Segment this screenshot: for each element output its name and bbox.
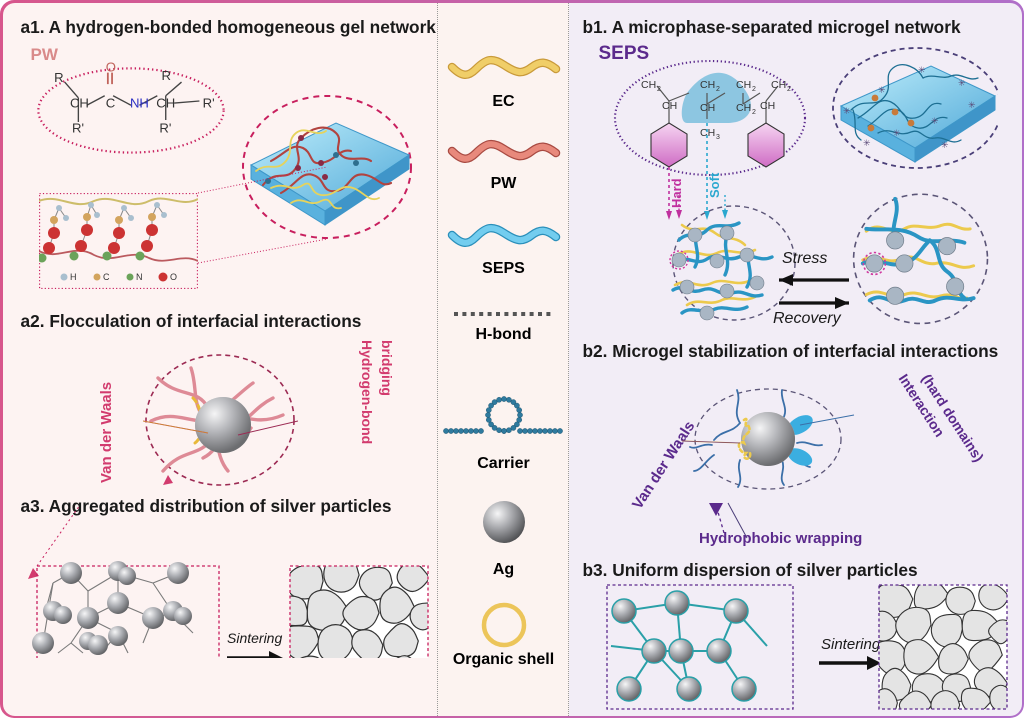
svg-text:Recovery: Recovery <box>773 310 842 327</box>
svg-text:2: 2 <box>752 86 756 93</box>
svg-text:2: 2 <box>716 86 720 93</box>
svg-text:✳: ✳ <box>958 78 966 88</box>
svg-text:CH: CH <box>700 79 715 91</box>
svg-text:✳: ✳ <box>843 106 851 116</box>
svg-text:Hydrophobic wrapping: Hydrophobic wrapping <box>699 530 862 547</box>
svg-text:Sintering: Sintering <box>821 636 881 653</box>
svg-text:✳: ✳ <box>918 65 926 75</box>
svg-text:CH: CH <box>760 100 775 112</box>
svg-text:✳: ✳ <box>941 140 949 150</box>
svg-text:✳: ✳ <box>893 128 901 138</box>
svg-text:CH: CH <box>662 100 677 112</box>
svg-text:CH: CH <box>736 79 751 91</box>
svg-text:Sintering: Sintering <box>227 630 282 646</box>
svg-text:CH: CH <box>641 79 656 91</box>
svg-text:2: 2 <box>787 86 791 93</box>
svg-text:CH: CH <box>771 79 786 91</box>
svg-text:2: 2 <box>657 86 661 93</box>
svg-text:2: 2 <box>752 109 756 116</box>
svg-text:Stress: Stress <box>782 250 827 267</box>
svg-text:CH: CH <box>700 102 715 114</box>
svg-text:3: 3 <box>716 134 720 141</box>
svg-text:✳: ✳ <box>968 100 976 110</box>
svg-text:✳: ✳ <box>878 85 886 95</box>
svg-text:✳: ✳ <box>863 138 871 148</box>
svg-text:CH: CH <box>736 102 751 114</box>
svg-text:✳: ✳ <box>931 116 939 126</box>
